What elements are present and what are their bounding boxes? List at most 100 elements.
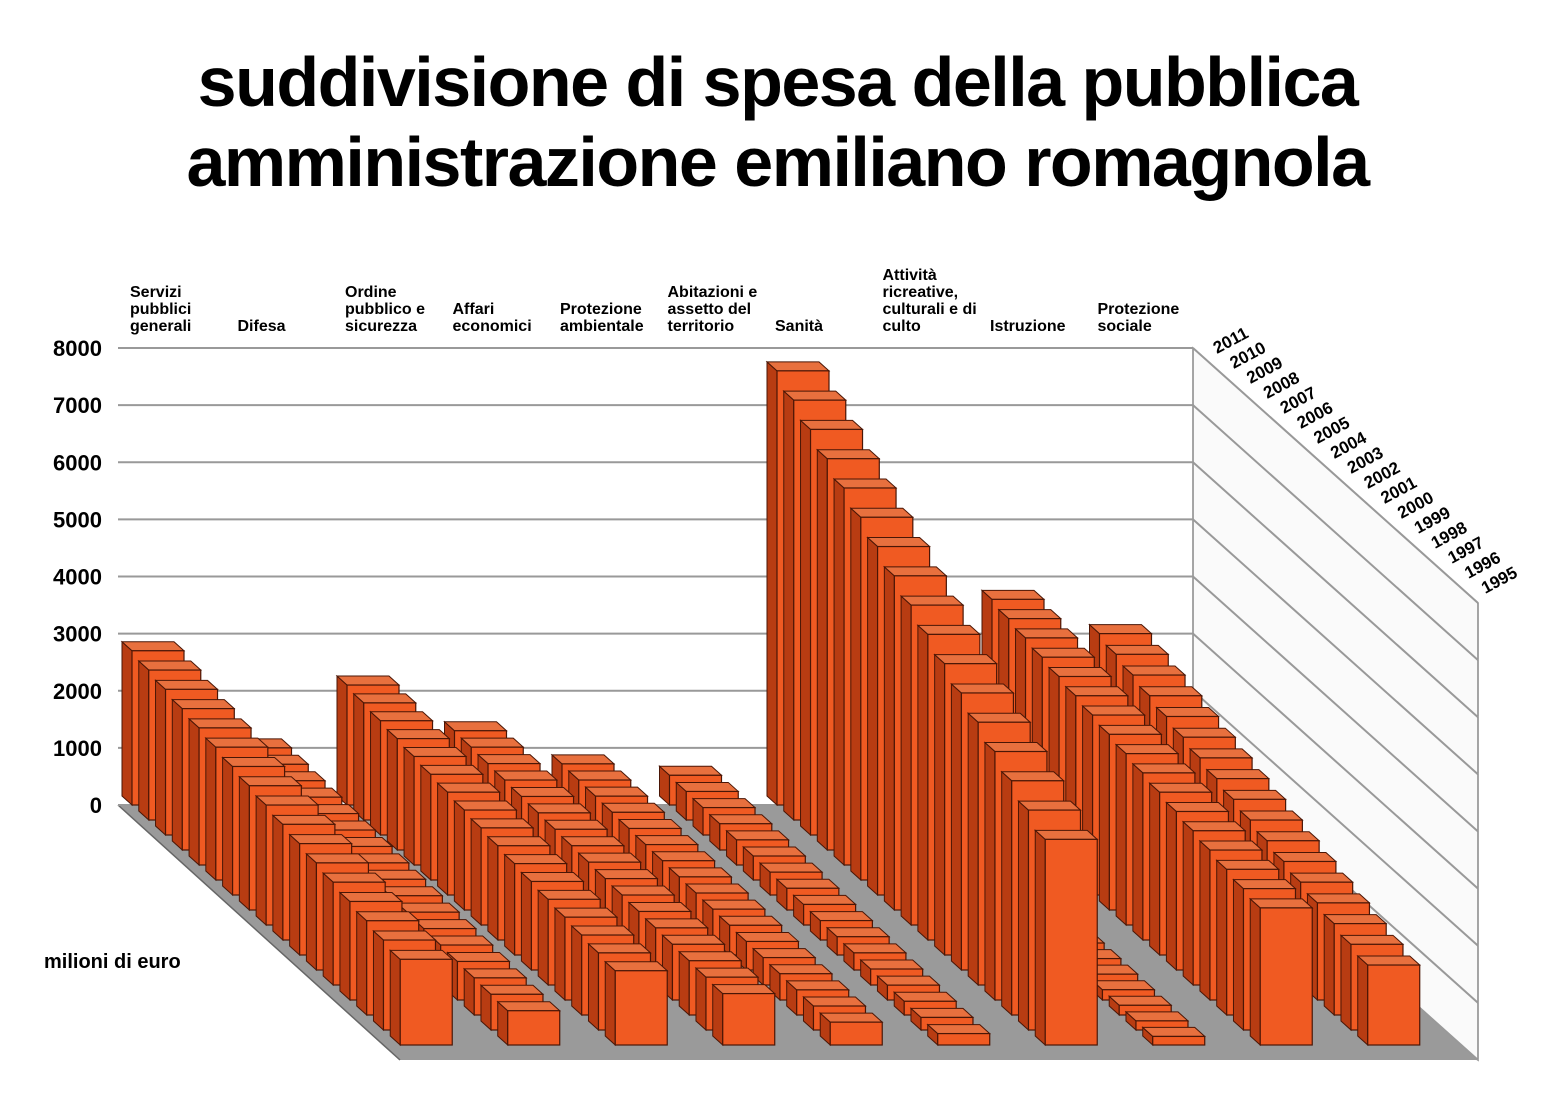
bar-top xyxy=(137,660,203,671)
y-tick-label: 0 xyxy=(90,793,102,818)
bar-top xyxy=(338,891,404,902)
bar-top xyxy=(1121,665,1187,676)
bar-side xyxy=(984,741,996,1002)
bar-top xyxy=(1255,831,1321,842)
bar-top xyxy=(594,869,659,880)
bar-top xyxy=(876,975,941,986)
category-label: Protezione sociale xyxy=(1097,301,1180,335)
bar-top xyxy=(1339,934,1405,945)
bar-top xyxy=(600,802,666,813)
bar xyxy=(1152,1035,1206,1046)
bar-side xyxy=(437,782,449,897)
bar-side xyxy=(339,891,351,1002)
bar-3d xyxy=(1248,897,1314,1047)
grid-line xyxy=(1192,632,1479,890)
bar-top xyxy=(610,885,676,896)
bar-side xyxy=(420,764,432,882)
bar-top xyxy=(892,991,958,1002)
bar-top xyxy=(658,765,723,776)
bar-top xyxy=(1222,789,1287,800)
bar-top xyxy=(1064,686,1130,697)
bar-top xyxy=(691,798,757,809)
bar-top xyxy=(916,624,982,635)
bar-side xyxy=(1115,743,1127,927)
bar-top xyxy=(120,641,186,652)
bar-side xyxy=(537,889,549,987)
bar-side xyxy=(695,967,707,1032)
bar-top xyxy=(476,754,542,765)
bar-top xyxy=(170,699,236,710)
bar-side xyxy=(470,817,482,927)
bar-top xyxy=(446,951,511,962)
bar-top xyxy=(1306,893,1371,904)
category-label: Servizi pubblici generali xyxy=(130,284,192,335)
bar-side xyxy=(370,710,382,837)
bar-top xyxy=(983,742,1049,753)
bar-top xyxy=(809,911,874,922)
bar-3d xyxy=(1107,995,1173,1017)
bar-top xyxy=(883,566,948,577)
bar-top xyxy=(1104,644,1170,655)
bar-top xyxy=(735,931,800,942)
bar-top xyxy=(335,675,401,686)
bar-top xyxy=(1155,706,1220,717)
bar-side xyxy=(1132,762,1144,942)
bar-top xyxy=(1014,628,1079,639)
bar-top xyxy=(204,737,270,748)
bar-top xyxy=(436,782,501,793)
y-tick-label: 1000 xyxy=(53,736,102,761)
bar-top xyxy=(352,693,418,704)
bar-side xyxy=(783,390,795,822)
bar-top xyxy=(1033,829,1099,840)
bar-side xyxy=(816,448,828,852)
bar-top xyxy=(493,770,559,781)
bar-side xyxy=(389,949,401,1047)
bar-side xyxy=(1034,829,1046,1047)
y-tick-label: 7000 xyxy=(53,393,102,418)
bar-top xyxy=(603,961,669,972)
bar-top xyxy=(496,1001,562,1012)
bar-3d xyxy=(496,1000,562,1047)
bar-top xyxy=(385,729,451,740)
bar-side xyxy=(1249,897,1261,1047)
grid-line xyxy=(1192,347,1479,604)
bar-side xyxy=(336,674,348,807)
bar xyxy=(1259,907,1313,1046)
bar-3d xyxy=(926,1023,992,1047)
bar-top xyxy=(1198,840,1264,851)
category-label: Protezione ambientale xyxy=(560,301,644,335)
bar-top xyxy=(1098,724,1163,735)
bar-top xyxy=(577,852,642,863)
bar-top xyxy=(543,819,609,830)
bar-top xyxy=(842,943,908,954)
bar-3d xyxy=(711,983,777,1047)
bar-top xyxy=(1272,851,1338,862)
bar-top xyxy=(469,818,535,829)
bar-top xyxy=(1124,1011,1190,1022)
bar-top xyxy=(429,935,494,946)
category-label: Sanità xyxy=(775,318,824,335)
category-label: Attività ricreative, culturali e di cult… xyxy=(882,267,977,335)
bar-top xyxy=(254,795,320,806)
bar-3d xyxy=(1356,954,1422,1047)
bar xyxy=(937,1032,991,1046)
bar-top xyxy=(832,478,898,489)
bar-top xyxy=(443,721,508,732)
bar-top xyxy=(1030,647,1096,658)
bar-top xyxy=(782,390,848,401)
bar-top xyxy=(1239,810,1304,821)
bar-top xyxy=(1131,763,1197,774)
bar-side xyxy=(322,872,334,987)
bar-top xyxy=(684,883,750,894)
bar-top xyxy=(815,449,881,460)
bar-side xyxy=(138,659,150,822)
bar-top xyxy=(933,654,998,665)
bar xyxy=(1044,838,1098,1046)
bar-side xyxy=(289,833,301,957)
bar-side xyxy=(372,929,384,1032)
bar-side xyxy=(1323,913,1335,1017)
bar-top xyxy=(674,781,740,792)
bar-3d xyxy=(388,949,454,1047)
bar-side xyxy=(934,653,946,957)
